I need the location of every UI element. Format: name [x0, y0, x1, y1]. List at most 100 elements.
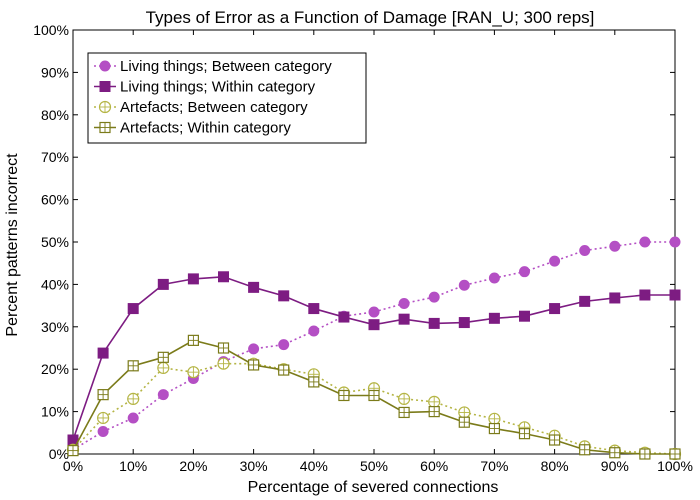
data-point [519, 310, 530, 322]
x-tick-label: 70% [480, 458, 508, 474]
y-tick-label: 70% [41, 149, 69, 165]
data-point [278, 364, 290, 376]
y-axis: 0% 10% 20% 30% 40% 50% 60% 70% 80% 90% 100% [33, 22, 675, 462]
data-point [278, 339, 290, 351]
x-tick-label: 30% [240, 458, 268, 474]
data-point [639, 448, 651, 460]
y-tick-label: 60% [41, 192, 69, 208]
data-point [639, 289, 651, 301]
data-point [639, 236, 651, 248]
data-point [187, 366, 200, 379]
data-point [96, 411, 110, 425]
data-point [97, 347, 109, 359]
data-point [338, 389, 350, 402]
y-tick-label: 90% [41, 64, 69, 80]
data-point [248, 343, 260, 355]
data-point [579, 444, 591, 456]
data-point [548, 434, 561, 446]
x-axis-label: Percentage of severed connections [248, 479, 499, 496]
data-point [308, 325, 320, 337]
data-point [428, 291, 440, 303]
data-point [368, 389, 380, 402]
y-axis-label: Percent patterns incorrect [4, 153, 21, 337]
data-point [488, 272, 500, 284]
data-point [488, 422, 500, 435]
data-point [549, 255, 561, 267]
data-point [428, 317, 440, 329]
x-axis: 0% 10% 20% 30% 40% 50% 60% 70% 80% 90% 100% [63, 30, 693, 474]
data-point [609, 447, 621, 459]
data-point [217, 357, 230, 370]
data-point [609, 292, 621, 304]
legend-marker [99, 121, 111, 134]
data-point [157, 351, 169, 363]
x-tick-label: 50% [360, 458, 388, 474]
data-point [398, 392, 411, 405]
y-tick-label: 100% [33, 22, 69, 38]
data-point [579, 244, 591, 256]
data-point [97, 389, 109, 401]
y-tick-label: 80% [41, 107, 69, 123]
series-line [72, 241, 675, 451]
y-tick-label: 30% [41, 319, 69, 335]
x-tick-label: 90% [601, 458, 629, 474]
data-point [187, 334, 199, 346]
data-point [127, 412, 139, 424]
data-point [398, 313, 410, 325]
legend-marker [98, 100, 112, 114]
data-point [157, 389, 169, 401]
data-point [308, 376, 320, 388]
data-point [127, 360, 139, 372]
chart-title: Types of Error as a Function of Damage [… [146, 8, 595, 27]
x-tick-label: 0% [63, 458, 83, 474]
data-point [217, 342, 230, 354]
data-point [669, 448, 681, 460]
data-point [519, 266, 530, 278]
x-tick-label: 80% [541, 458, 569, 474]
data-point [609, 240, 621, 252]
legend-entry: Living things; Between category [120, 58, 332, 75]
y-tick-label: 0% [49, 446, 69, 462]
data-point [549, 303, 561, 315]
data-point [157, 278, 169, 290]
legend: Living things; Between category Living th… [87, 52, 367, 144]
data-point [518, 428, 531, 440]
data-point [248, 359, 260, 371]
data-point [308, 303, 320, 315]
y-tick-label: 50% [41, 234, 69, 250]
series-4 [67, 334, 681, 460]
data-point [488, 412, 501, 425]
legend-marker [99, 81, 111, 92]
x-tick-label: 100% [657, 458, 693, 474]
data-point [368, 319, 380, 331]
y-tick-label: 20% [41, 361, 69, 377]
x-tick-label: 20% [179, 458, 207, 474]
data-point [248, 281, 260, 293]
data-point [278, 290, 290, 302]
data-point [97, 426, 109, 438]
data-point [669, 236, 681, 248]
data-point [428, 395, 441, 408]
data-point [458, 406, 471, 419]
data-point [67, 445, 79, 457]
data-point [428, 406, 440, 418]
data-point [187, 273, 199, 285]
data-point [338, 311, 350, 323]
data-point [127, 392, 140, 405]
series-1 [67, 236, 681, 456]
data-point [458, 279, 470, 291]
legend-marker [99, 60, 111, 72]
data-point [458, 317, 470, 329]
data-point [368, 306, 380, 318]
data-point [398, 297, 410, 309]
y-tick-label: 10% [41, 404, 69, 420]
data-point [127, 303, 139, 315]
data-point [398, 406, 410, 419]
x-tick-label: 60% [420, 458, 448, 474]
legend-entry: Living things; Within category [120, 79, 316, 96]
data-point [488, 312, 500, 324]
legend-entry: Artefacts; Between category [120, 99, 308, 116]
y-tick-label: 40% [41, 276, 69, 292]
data-point [669, 289, 681, 301]
